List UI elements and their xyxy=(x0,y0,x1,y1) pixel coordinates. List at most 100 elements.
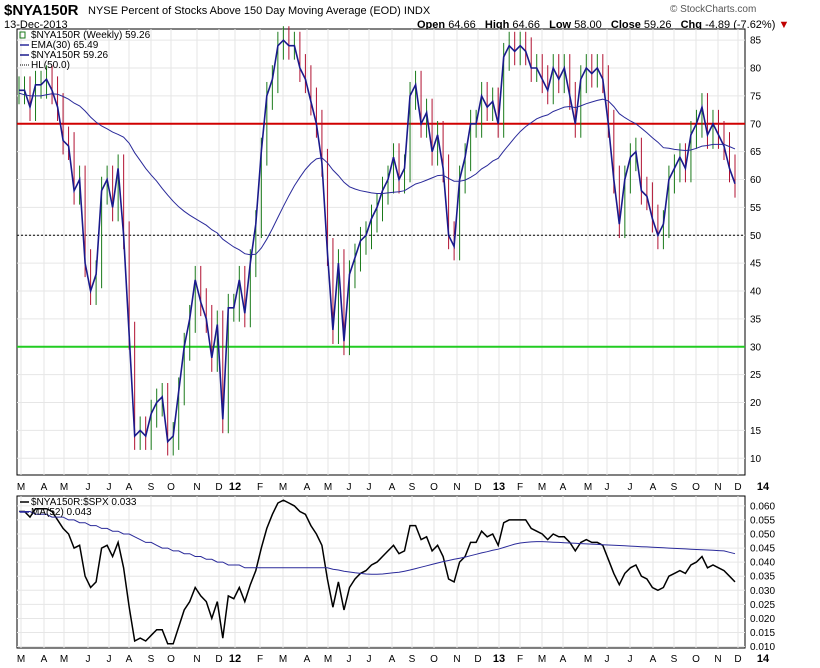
bottom-x-tick-label: M xyxy=(60,654,68,665)
bottom-x-tick-label: S xyxy=(671,654,678,665)
top-x-tick-label: A xyxy=(304,482,311,493)
low-value: 58.00 xyxy=(574,19,602,31)
top-y-tick-label: 60 xyxy=(750,175,762,186)
top-x-tick-label: M xyxy=(584,482,592,493)
chg-label: Chg xyxy=(680,19,702,31)
top-x-tick-label: A xyxy=(41,482,48,493)
exchange-label: INDX xyxy=(403,5,431,17)
bottom-y-tick-label: 0.040 xyxy=(750,558,775,569)
bottom-x-tick-label: M xyxy=(538,654,546,665)
bottom-x-tick-label: J xyxy=(628,654,633,665)
top-y-tick-label: 70 xyxy=(750,119,762,130)
chg-value: -4.89 (-7.62%) xyxy=(705,19,776,31)
top-x-tick-label: M xyxy=(17,482,25,493)
top-series-line-0 xyxy=(19,39,736,444)
bottom-x-tick-label: A xyxy=(126,654,133,665)
top-x-tick-label: M xyxy=(279,482,287,493)
top-x-tick-label: A xyxy=(560,482,567,493)
chart-symbol: $NYA150R xyxy=(4,2,79,19)
top-x-tick-label: D xyxy=(474,482,481,493)
bottom-series-line-1 xyxy=(19,511,736,575)
bottom-y-tick-label: 0.060 xyxy=(750,501,775,512)
top-x-tick-label: O xyxy=(167,482,175,493)
legend-marker-icon xyxy=(19,31,26,39)
top-x-tick-label: M xyxy=(60,482,68,493)
top-x-tick-label: O xyxy=(430,482,438,493)
open-value: 64.66 xyxy=(448,19,476,31)
top-x-tick-label: S xyxy=(409,482,416,493)
top-x-tick-label: J xyxy=(605,482,610,493)
bottom-x-tick-label: N xyxy=(193,654,200,665)
description-text: NYSE Percent of Stocks Above 150 Day Mov… xyxy=(88,5,401,17)
top-x-tick-label: J xyxy=(86,482,91,493)
top-y-tick-label: 30 xyxy=(750,342,762,353)
bottom-x-tick-label: M xyxy=(324,654,332,665)
top-y-tick-label: 35 xyxy=(750,314,762,325)
brand-watermark: © StockCharts.com xyxy=(670,4,757,15)
bottom-y-tick-label: 0.055 xyxy=(750,515,775,526)
top-y-tick-label: 50 xyxy=(750,231,762,242)
chg-down-icon: ▼ xyxy=(778,19,790,31)
bottom-x-tick-label: O xyxy=(692,654,700,665)
bottom-x-tick-label: 13 xyxy=(493,653,505,665)
bottom-y-tick-label: 0.035 xyxy=(750,572,775,583)
bottom-x-tick-label: M xyxy=(584,654,592,665)
top-x-tick-label: J xyxy=(628,482,633,493)
bottom-y-tick-label: 0.050 xyxy=(750,530,775,541)
top-y-tick-label: 45 xyxy=(750,259,762,270)
bottom-y-tick-label: 0.045 xyxy=(750,544,775,555)
top-legend-entry: $NYA150R (Weekly) 59.26 xyxy=(31,30,151,41)
bottom-y-tick-label: 0.030 xyxy=(750,586,775,597)
top-y-tick-label: 40 xyxy=(750,287,762,298)
bottom-legend-entry: $NYA150R:$SPX 0.033 xyxy=(31,497,137,508)
top-x-tick-label: S xyxy=(148,482,155,493)
high-label: High xyxy=(484,19,510,31)
top-x-tick-label: M xyxy=(538,482,546,493)
bottom-y-tick-label: 0.025 xyxy=(750,600,775,611)
top-x-tick-label: A xyxy=(650,482,657,493)
top-y-tick-label: 20 xyxy=(750,398,762,409)
top-x-tick-label: N xyxy=(453,482,460,493)
bottom-x-tick-label: A xyxy=(650,654,657,665)
bottom-series-line-0 xyxy=(19,499,736,645)
bottom-x-tick-label: S xyxy=(148,654,155,665)
top-x-tick-label: O xyxy=(692,482,700,493)
top-y-tick-label: 80 xyxy=(750,64,762,75)
bottom-plot-area xyxy=(16,495,746,649)
high-value: 64.66 xyxy=(512,19,540,31)
bottom-x-tick-label: J xyxy=(367,654,372,665)
bottom-x-tick-label: M xyxy=(17,654,25,665)
top-x-tick-label: J xyxy=(107,482,112,493)
top-series-line-1 xyxy=(18,92,736,256)
chart-date: 13-Dec-2013 xyxy=(4,19,68,31)
bottom-x-tick-label: D xyxy=(474,654,481,665)
top-legend-entry: $NYA150R 59.26 xyxy=(31,50,109,61)
bottom-x-tick-label: N xyxy=(714,654,721,665)
bottom-x-tick-label: A xyxy=(304,654,311,665)
top-y-tick-label: 10 xyxy=(750,454,762,465)
top-x-tick-label: A xyxy=(389,482,396,493)
bottom-y-tick-label: 0.020 xyxy=(750,614,775,625)
bottom-x-tick-label: F xyxy=(257,654,263,665)
top-x-tick-label: J xyxy=(347,482,352,493)
top-x-tick-label: M xyxy=(324,482,332,493)
top-x-tick-label: F xyxy=(257,482,263,493)
top-x-tick-label: J xyxy=(367,482,372,493)
top-y-tick-label: 85 xyxy=(750,36,762,47)
top-plot-area xyxy=(16,28,746,476)
bottom-x-tick-label: D xyxy=(215,654,222,665)
top-x-tick-label: A xyxy=(126,482,133,493)
bottom-x-tick-label: O xyxy=(430,654,438,665)
bottom-x-tick-label: F xyxy=(517,654,523,665)
top-x-tick-label: D xyxy=(215,482,222,493)
bottom-x-tick-label: M xyxy=(279,654,287,665)
open-label: Open xyxy=(417,19,446,31)
bottom-x-tick-label: O xyxy=(167,654,175,665)
bottom-y-tick-label: 0.015 xyxy=(750,628,775,639)
bottom-x-tick-label: J xyxy=(605,654,610,665)
bottom-x-tick-label: J xyxy=(107,654,112,665)
bottom-x-tick-label: 12 xyxy=(229,653,241,665)
top-x-tick-label: S xyxy=(671,482,678,493)
top-panel xyxy=(16,26,746,476)
bottom-x-tick-label: A xyxy=(560,654,567,665)
